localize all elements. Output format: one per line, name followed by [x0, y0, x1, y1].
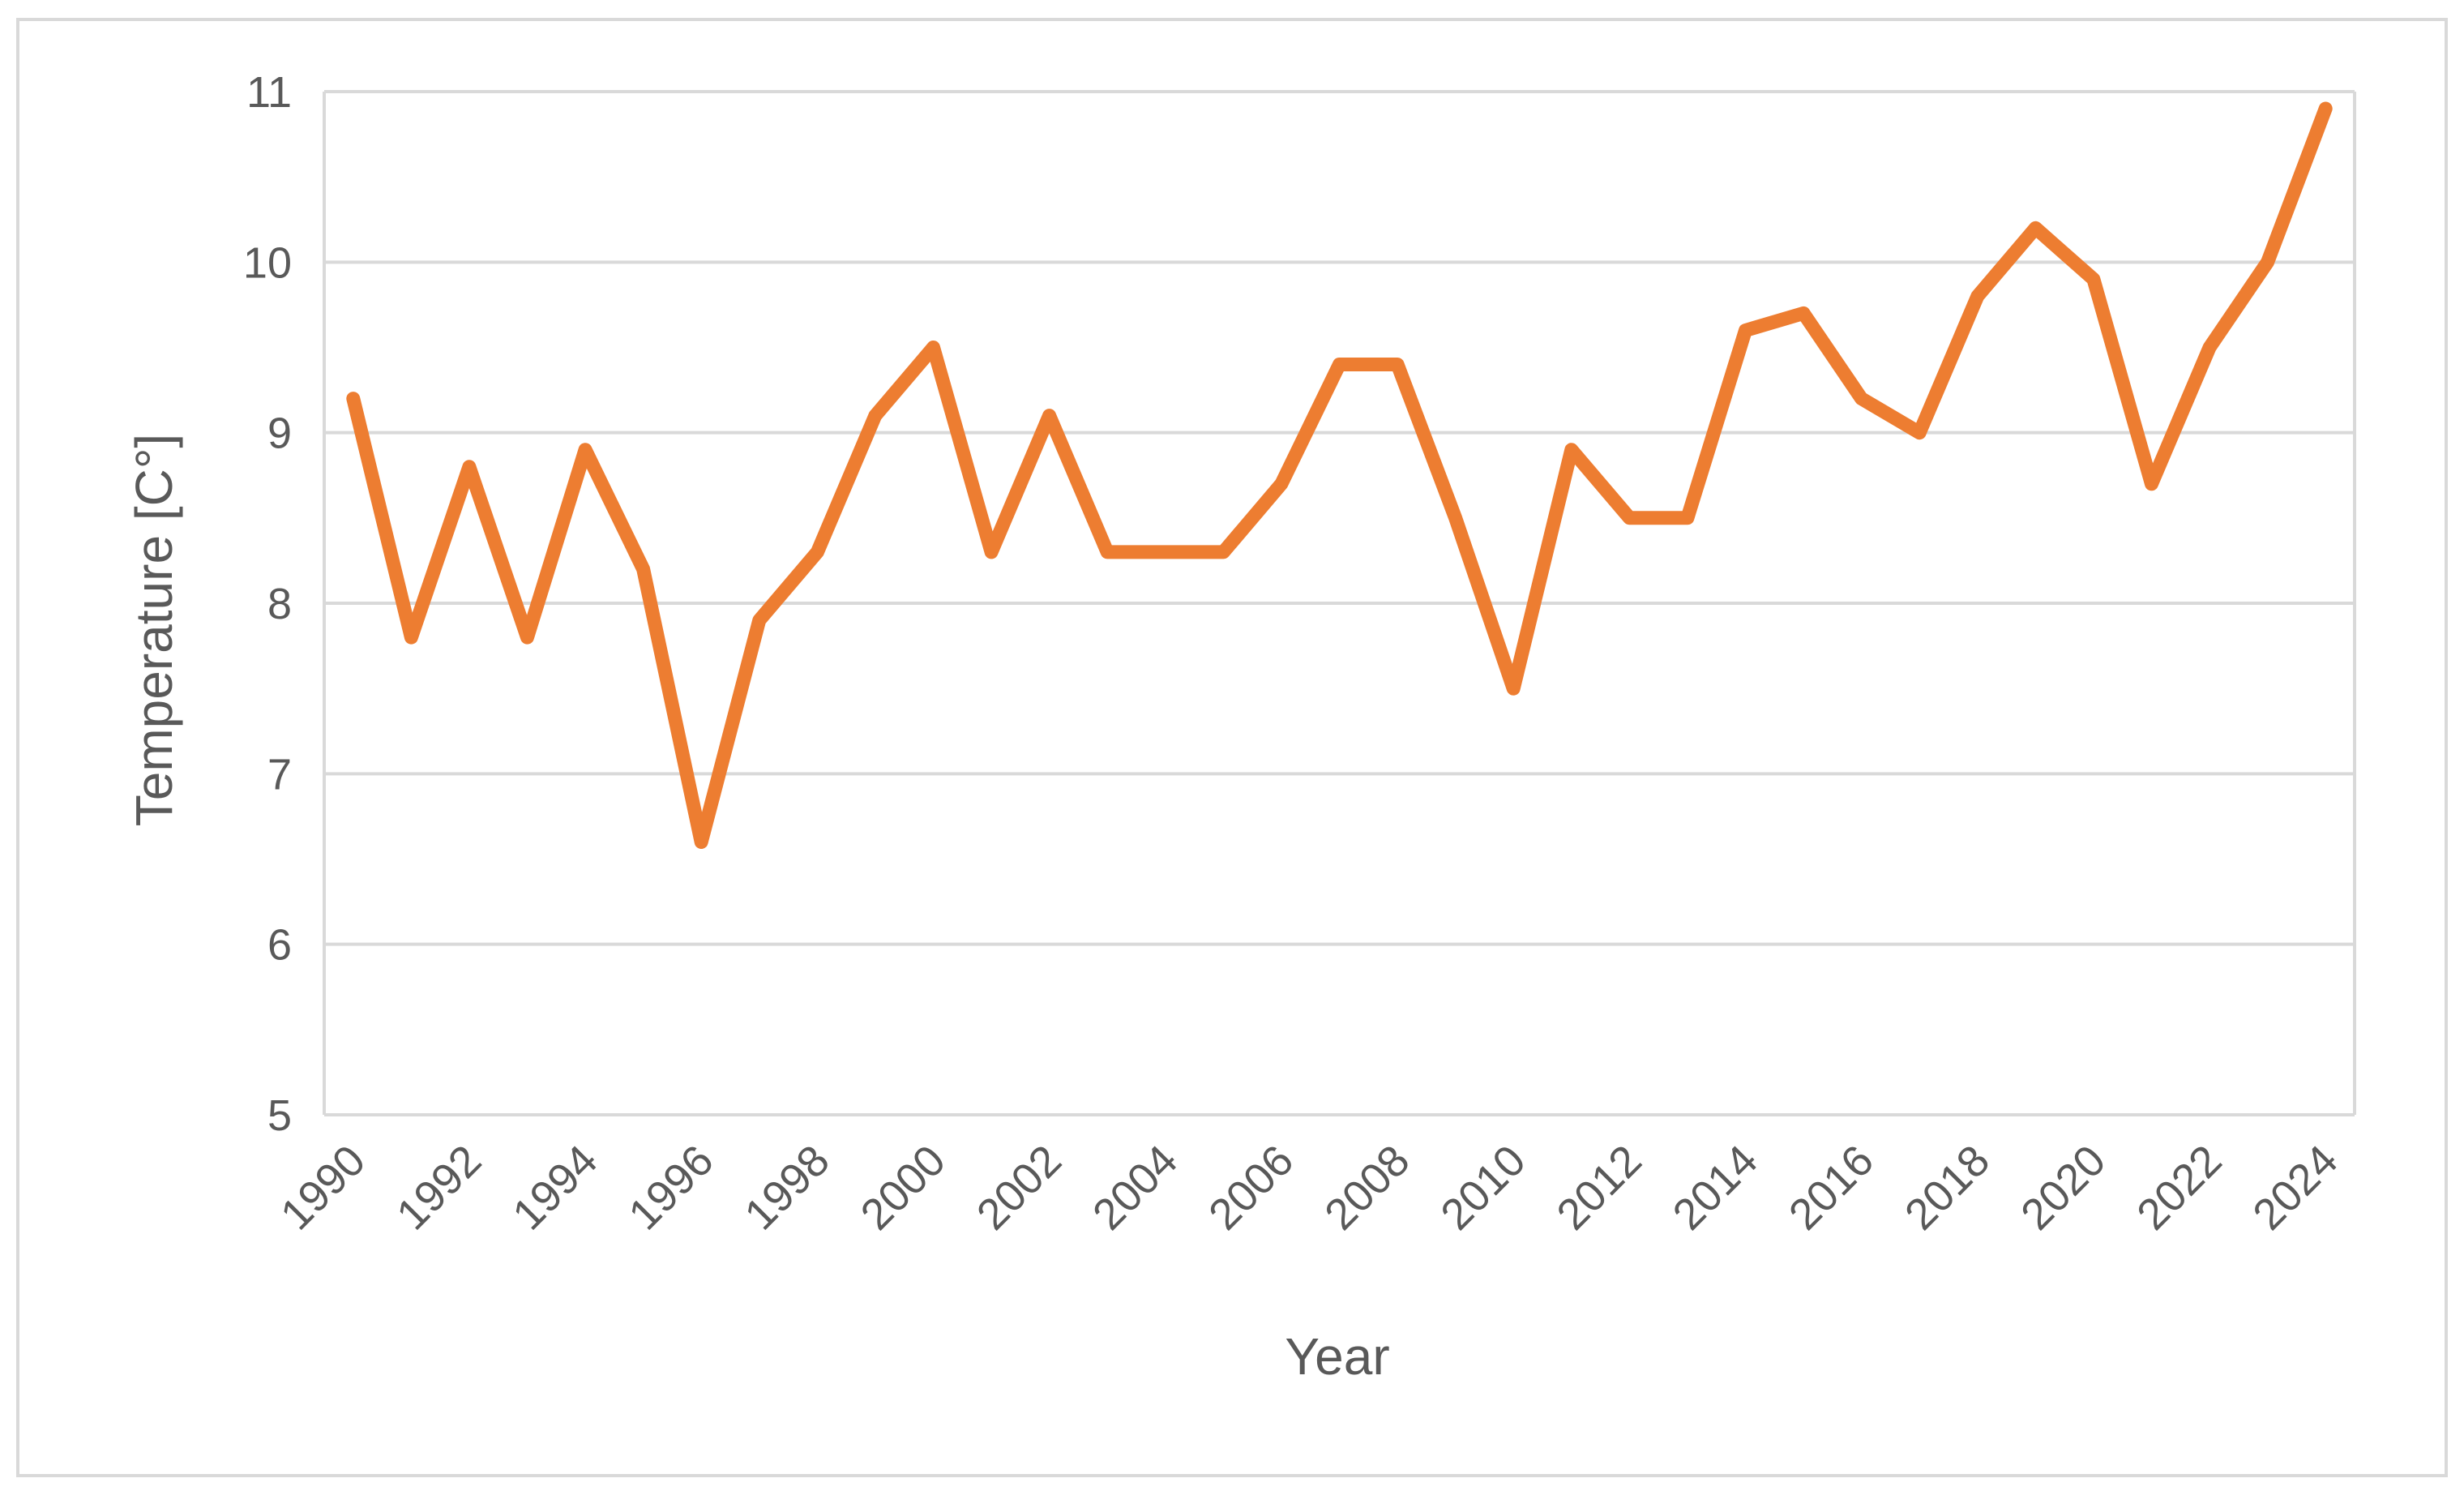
data-point — [468, 466, 470, 468]
data-point — [410, 636, 412, 638]
x-tick-label: 2020 — [2012, 1136, 2115, 1239]
data-point — [527, 636, 528, 638]
x-tick-label: 2010 — [1431, 1136, 1534, 1239]
data-point — [2151, 483, 2153, 485]
x-tick-label: 2000 — [852, 1136, 955, 1239]
data-point — [2267, 261, 2269, 263]
data-point — [1165, 551, 1166, 553]
data-point — [1861, 398, 1863, 400]
series-layer — [346, 101, 2333, 849]
data-point — [875, 415, 876, 417]
data-point — [1455, 517, 1457, 519]
data-point — [1512, 688, 1514, 689]
y-tick-label: 7 — [267, 750, 292, 799]
data-point — [643, 568, 644, 570]
data-point — [700, 841, 702, 842]
series-line — [346, 101, 2333, 849]
data-point — [2034, 227, 2036, 229]
data-point — [1977, 295, 1978, 297]
data-point — [816, 551, 818, 553]
x-axis-tick-labels: 1990 1992 1994 1996 1998 2000 2002 2004 2006 2008… — [272, 1136, 2347, 1239]
x-tick-label: 1996 — [619, 1136, 722, 1239]
data-point — [2209, 347, 2210, 349]
data-point — [1571, 449, 1572, 451]
data-point — [2093, 278, 2094, 280]
x-tick-label: 1994 — [503, 1136, 606, 1239]
y-axis-tick-labels: 5 6 7 8 9 10 11 — [243, 68, 292, 1140]
x-axis-title: Year — [1285, 1327, 1389, 1386]
data-point — [1049, 415, 1050, 417]
y-tick-label: 10 — [243, 238, 292, 287]
data-point — [1628, 517, 1630, 519]
x-tick-label: 2022 — [2128, 1136, 2231, 1239]
data-point — [2325, 108, 2326, 109]
y-tick-label: 11 — [246, 68, 292, 117]
data-point — [759, 619, 760, 621]
data-point — [1919, 432, 1920, 434]
data-point — [1281, 483, 1282, 485]
y-tick-label: 8 — [267, 580, 292, 628]
x-tick-label: 1990 — [272, 1136, 374, 1239]
x-tick-label: 2016 — [1780, 1136, 1883, 1239]
y-axis-title: Temperature [C°] — [125, 434, 183, 826]
x-tick-label: 1998 — [735, 1136, 838, 1239]
data-point — [1339, 364, 1341, 366]
x-tick-label: 1992 — [387, 1136, 490, 1239]
x-tick-label: 2008 — [1315, 1136, 1418, 1239]
x-tick-label: 2012 — [1547, 1136, 1650, 1239]
data-point — [1687, 517, 1688, 519]
y-tick-label: 6 — [267, 921, 292, 970]
x-tick-label: 2006 — [1200, 1136, 1303, 1239]
data-point — [1106, 551, 1108, 553]
gridlines — [323, 90, 2356, 1116]
data-point — [933, 347, 935, 349]
data-point — [990, 551, 992, 553]
x-tick-label: 2018 — [1896, 1136, 1999, 1239]
data-point — [1222, 551, 1224, 553]
x-tick-label: 2002 — [968, 1136, 1071, 1239]
x-tick-label: 2014 — [1664, 1136, 1767, 1239]
x-tick-label: 2024 — [2244, 1136, 2346, 1239]
x-tick-label: 2004 — [1084, 1136, 1187, 1239]
data-point — [353, 398, 354, 400]
data-point — [584, 449, 586, 451]
data-point — [1803, 312, 1804, 314]
data-point — [1745, 329, 1747, 331]
y-tick-label: 5 — [267, 1091, 292, 1140]
y-tick-label: 9 — [267, 409, 292, 458]
data-point — [1397, 364, 1398, 366]
